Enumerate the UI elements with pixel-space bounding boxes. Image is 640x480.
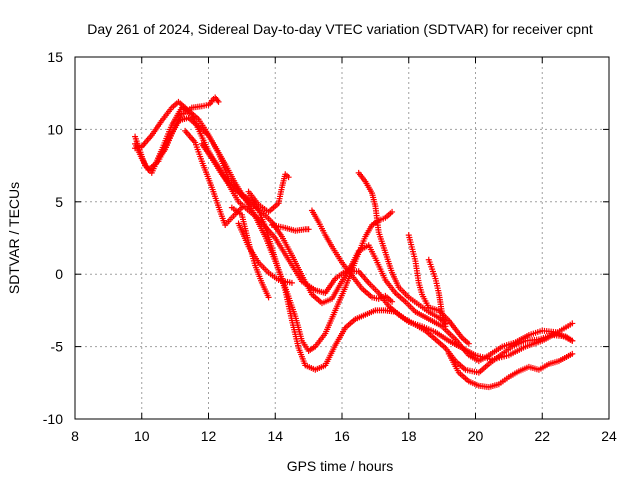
series-track-5 bbox=[182, 127, 245, 228]
series-track-9 bbox=[245, 171, 292, 215]
series-track-8 bbox=[228, 204, 272, 301]
series-track-10 bbox=[268, 221, 312, 234]
data-point bbox=[465, 340, 472, 347]
series-track-14 bbox=[425, 256, 449, 330]
series-track-4 bbox=[155, 94, 222, 162]
x-axis-title: GPS time / hours bbox=[287, 458, 394, 474]
x-tick-label: 22 bbox=[534, 428, 550, 444]
data-point bbox=[569, 337, 576, 344]
series-track-6 bbox=[198, 140, 576, 376]
data-point bbox=[389, 208, 396, 215]
series-track-11 bbox=[308, 207, 396, 305]
x-tick-label: 18 bbox=[401, 428, 417, 444]
data-point bbox=[215, 98, 222, 105]
x-tick-label: 20 bbox=[468, 428, 484, 444]
x-tick-labels: 8 10 12 14 16 18 20 22 24 bbox=[71, 428, 617, 444]
data-point bbox=[569, 350, 576, 357]
data-point bbox=[305, 226, 312, 233]
y-tick-label: -5 bbox=[51, 339, 64, 355]
axis-ticks bbox=[74, 56, 610, 420]
x-tick-label: 10 bbox=[134, 428, 150, 444]
series-track-13 bbox=[405, 232, 472, 347]
y-tick-labels: -10 -5 0 5 10 15 bbox=[43, 49, 63, 427]
series-track-1 bbox=[132, 104, 576, 363]
y-tick-label: 15 bbox=[47, 49, 63, 65]
data-point bbox=[288, 279, 295, 286]
series-track-15 bbox=[445, 350, 576, 391]
data-point bbox=[238, 204, 245, 211]
y-tick-label: 0 bbox=[55, 266, 63, 282]
x-tick-label: 14 bbox=[267, 428, 283, 444]
data-point bbox=[265, 294, 272, 301]
x-tick-label: 16 bbox=[334, 428, 350, 444]
y-tick-label: 10 bbox=[47, 121, 63, 137]
y-tick-label: 5 bbox=[55, 194, 63, 210]
x-tick-label: 12 bbox=[201, 428, 217, 444]
data-point bbox=[442, 323, 449, 330]
y-axis-title: SDTVAR / TECUs bbox=[6, 182, 22, 294]
data-point bbox=[389, 298, 396, 305]
x-tick-label: 8 bbox=[71, 428, 79, 444]
y-tick-label: -10 bbox=[43, 411, 63, 427]
data-points bbox=[132, 94, 576, 391]
data-point bbox=[285, 174, 292, 181]
x-tick-label: 24 bbox=[601, 428, 617, 444]
data-point bbox=[569, 320, 576, 327]
chart-title: Day 261 of 2024, Sidereal Day-to-day VTE… bbox=[87, 21, 593, 37]
